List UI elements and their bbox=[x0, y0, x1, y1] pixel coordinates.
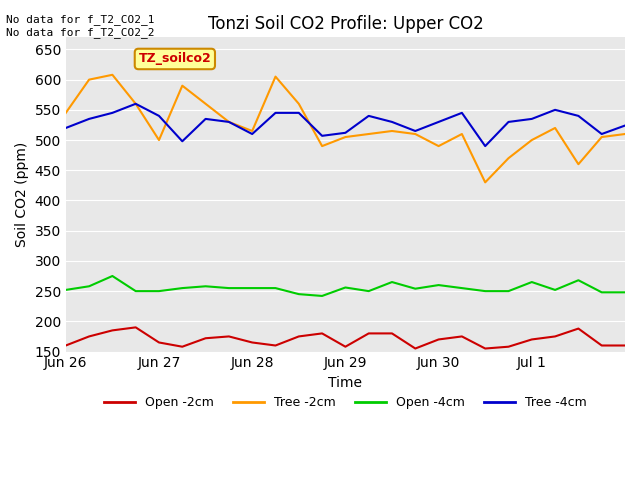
Y-axis label: Soil CO2 (ppm): Soil CO2 (ppm) bbox=[15, 142, 29, 247]
X-axis label: Time: Time bbox=[328, 376, 362, 390]
Text: TZ_soilco2: TZ_soilco2 bbox=[138, 52, 211, 65]
Text: No data for f_T2_CO2_1
No data for f_T2_CO2_2: No data for f_T2_CO2_1 No data for f_T2_… bbox=[6, 14, 155, 38]
Legend: Open -2cm, Tree -2cm, Open -4cm, Tree -4cm: Open -2cm, Tree -2cm, Open -4cm, Tree -4… bbox=[99, 391, 591, 414]
Title: Tonzi Soil CO2 Profile: Upper CO2: Tonzi Soil CO2 Profile: Upper CO2 bbox=[207, 15, 483, 33]
